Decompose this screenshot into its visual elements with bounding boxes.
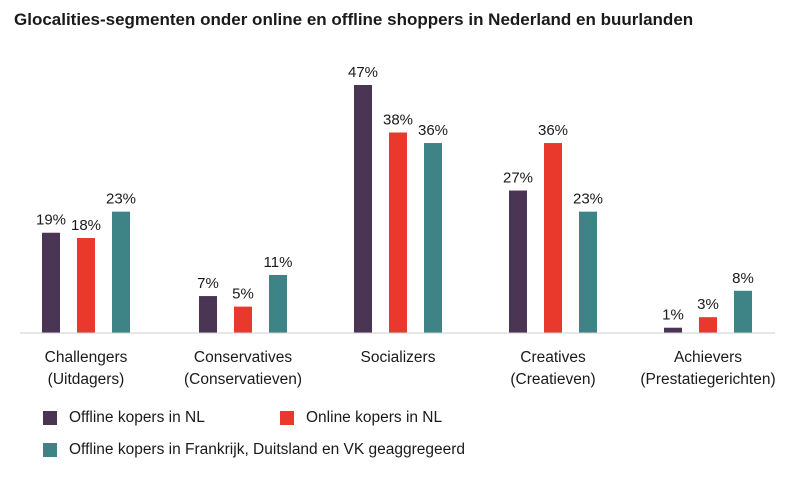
bar-value-label: 7% [197,275,219,292]
bar [579,211,597,333]
category-label: (Uitdagers) [48,371,125,388]
bar [389,132,407,333]
legend-item-offline-fr-de-uk: Offline kopers in Frankrijk, Duitsland e… [43,441,465,459]
legend-item-online-nl: Online kopers in NL [280,409,442,427]
bar-value-label: 1% [662,307,684,324]
bar-value-label: 23% [573,191,603,208]
bar-value-label: 27% [503,170,533,187]
bar [699,317,717,333]
legend-swatch [43,443,57,457]
bar [77,238,95,333]
bar-value-label: 3% [697,296,719,313]
bar [234,306,252,333]
bar [664,327,682,333]
bar [424,143,442,333]
bar-value-label: 36% [418,122,448,139]
bar-value-label: 18% [71,217,101,234]
bar [42,232,60,333]
category-label: Socializers [361,349,436,366]
value-labels-group: 19% 7% 47% 27% 1% 18% 5% 38% 36% 3% 23% 11% 36% 23% 8% [36,64,754,324]
bar-value-label: 36% [538,122,568,139]
legend-item-offline-nl: Offline kopers in NL [43,409,205,427]
category-label: (Prestatiegerichten) [640,371,775,388]
bar [544,143,562,333]
chart-title: Glocalities-segmenten onder online en of… [14,10,694,29]
legend-swatch [43,411,57,425]
bar-value-label: 5% [232,286,254,303]
bar [354,85,372,333]
bar-value-label: 19% [36,212,66,229]
bar [199,296,217,333]
category-label: Achievers [674,349,742,366]
bars-group [42,85,752,333]
category-label: Conservatives [194,349,292,366]
bar [269,274,287,333]
category-label: (Creatieven) [510,371,595,388]
bar [112,211,130,333]
legend-label: Offline kopers in NL [69,409,205,426]
category-label: Creatives [520,349,586,366]
legend-label: Online kopers in NL [306,409,443,426]
category-label: (Conservatieven) [184,371,302,388]
bar [734,290,752,333]
bar-value-label: 38% [383,111,413,128]
bar-value-label: 11% [264,254,293,271]
bar-value-label: 23% [106,191,136,208]
category-labels-group: Challengers (Uitdagers) Conservatives (Cons… [45,349,776,388]
bar [509,190,527,333]
bar-value-label: 47% [348,64,378,81]
legend-swatch [280,411,294,425]
bar-value-label: 8% [732,270,754,287]
legend-label: Offline kopers in Frankrijk, Duitsland e… [69,441,466,458]
category-label: Challengers [45,349,128,366]
